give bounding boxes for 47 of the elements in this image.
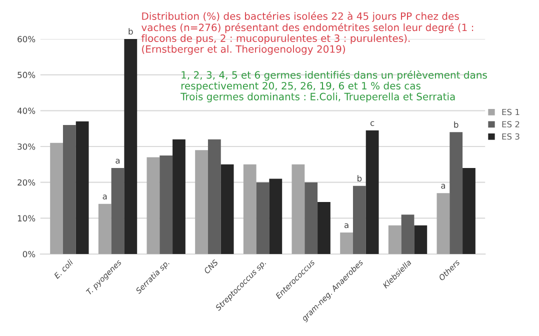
bar xyxy=(50,142,63,254)
y-tick-label: 30% xyxy=(18,143,36,150)
bar xyxy=(124,38,138,254)
bar xyxy=(146,157,160,254)
bar xyxy=(304,182,318,254)
data-label: b xyxy=(454,121,458,128)
data-label: a xyxy=(344,223,348,228)
bar xyxy=(352,186,366,254)
y-tick-label: 40% xyxy=(17,108,36,114)
bar xyxy=(462,168,476,254)
annotation: 1, 2, 3, 4, 5 et 6 germes identifiés dans un prélèvement dans respectivement 20, 25, 26, 19, 6 et 1 % des cas Trois germes dominants : E.Coli, Trueperella et Serratia xyxy=(180,70,487,102)
data-label: c xyxy=(370,121,374,126)
bar xyxy=(172,139,186,254)
legend-label: ES 1 xyxy=(502,108,520,116)
bar xyxy=(269,178,282,254)
bar xyxy=(414,225,428,254)
bar xyxy=(340,232,353,254)
data-label: a xyxy=(116,158,120,164)
bar xyxy=(436,193,450,254)
bar xyxy=(256,182,270,254)
data-label: a xyxy=(102,194,107,200)
bar xyxy=(318,202,330,254)
bar xyxy=(220,164,234,254)
bar xyxy=(243,164,256,254)
data-label: b xyxy=(128,28,133,35)
bar xyxy=(401,214,414,254)
y-tick-label: 60% xyxy=(18,36,36,42)
y-tick-label: 50% xyxy=(18,72,36,78)
bar xyxy=(76,121,89,254)
bar xyxy=(195,150,208,254)
bar xyxy=(292,164,305,254)
bar xyxy=(208,139,221,254)
bar xyxy=(98,204,112,254)
annotation: Distribution (%) des bactéries isolées 22 à 45 jours PP chez des vaches (n=276) présentant des endométrites selon leur degré (1 : flocons de pus, 2 : mucopurulentes et 3 : purulentes). (Ernstberger et al. Theriogenology 2019) xyxy=(141,12,474,55)
bar xyxy=(366,130,379,254)
y-tick-label: 10% xyxy=(18,215,36,222)
y-tick-label: 20% xyxy=(18,179,36,186)
legend-label: ES 3 xyxy=(502,133,520,140)
bar xyxy=(388,225,402,254)
legend-label: ES 2 xyxy=(502,121,520,128)
bar xyxy=(160,155,173,254)
data-label: b xyxy=(358,175,362,182)
y-tick-label: 0% xyxy=(22,250,36,258)
bar xyxy=(62,124,76,254)
bar xyxy=(111,168,124,254)
data-label: a xyxy=(441,184,446,189)
bar xyxy=(450,132,463,254)
